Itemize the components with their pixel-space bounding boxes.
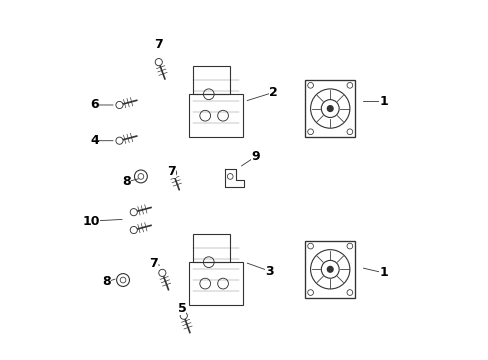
Text: 1: 1 xyxy=(379,95,387,108)
Text: 5: 5 xyxy=(177,302,186,315)
Text: 9: 9 xyxy=(250,150,259,163)
Text: 8: 8 xyxy=(122,175,131,188)
Circle shape xyxy=(130,226,137,234)
Circle shape xyxy=(155,59,162,66)
Text: 2: 2 xyxy=(268,86,277,99)
Circle shape xyxy=(130,208,137,216)
Circle shape xyxy=(159,269,165,276)
Bar xyxy=(189,94,242,137)
Circle shape xyxy=(326,106,332,111)
Bar xyxy=(192,234,230,262)
Bar xyxy=(305,241,354,298)
Circle shape xyxy=(116,102,123,109)
Bar xyxy=(189,262,242,305)
Text: 8: 8 xyxy=(102,275,111,288)
Text: 10: 10 xyxy=(82,215,100,228)
Text: 3: 3 xyxy=(264,265,273,278)
Circle shape xyxy=(326,266,332,272)
Text: 7: 7 xyxy=(149,257,158,270)
Circle shape xyxy=(116,137,123,144)
Text: 7: 7 xyxy=(154,38,163,51)
Text: 7: 7 xyxy=(166,165,175,177)
Bar xyxy=(192,66,230,94)
Text: 1: 1 xyxy=(379,266,387,279)
Bar xyxy=(305,80,354,137)
Circle shape xyxy=(180,312,187,319)
Text: 4: 4 xyxy=(90,134,99,147)
Text: 6: 6 xyxy=(90,99,99,112)
Circle shape xyxy=(169,169,176,176)
